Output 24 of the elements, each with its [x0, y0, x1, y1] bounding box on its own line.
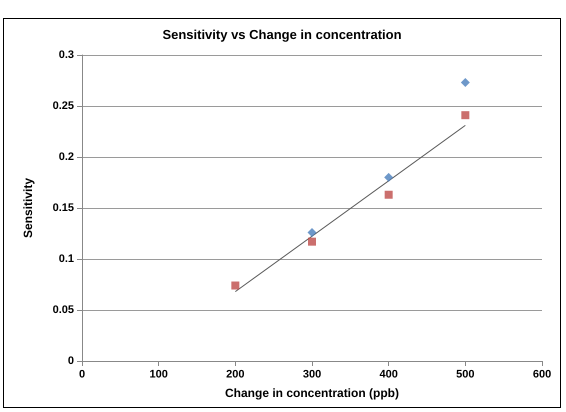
- point: [384, 172, 394, 182]
- x-tick-label: 600: [532, 368, 552, 380]
- chart-title: Sensitivity vs Change in concentration: [162, 27, 402, 42]
- point: [460, 78, 470, 88]
- y-tick-label: 0.25: [52, 100, 74, 112]
- point: [384, 190, 393, 199]
- y-axis-title: Sensitivity: [21, 178, 35, 238]
- point: [461, 111, 470, 120]
- x-tick-label: 500: [456, 368, 475, 380]
- y-tick-label: 0.3: [58, 49, 74, 61]
- point: [308, 228, 316, 237]
- point: [231, 282, 240, 290]
- x-tick-label: 200: [226, 368, 245, 380]
- y-tick-label: 0.1: [58, 253, 74, 265]
- point: [308, 238, 316, 246]
- x-tick-label: 300: [302, 368, 322, 380]
- x-tick-label: 400: [379, 368, 398, 380]
- x-tick-label: 100: [149, 368, 168, 380]
- y-tick-label: 0.2: [58, 151, 74, 163]
- y-tick-label: 0.15: [52, 202, 74, 214]
- x-axis-title: Change in concentration (ppb): [225, 386, 399, 400]
- y-tick-label: 0.05: [52, 304, 74, 316]
- y-tick-label: 0: [68, 355, 74, 367]
- x-tick-label: 0: [78, 368, 86, 380]
